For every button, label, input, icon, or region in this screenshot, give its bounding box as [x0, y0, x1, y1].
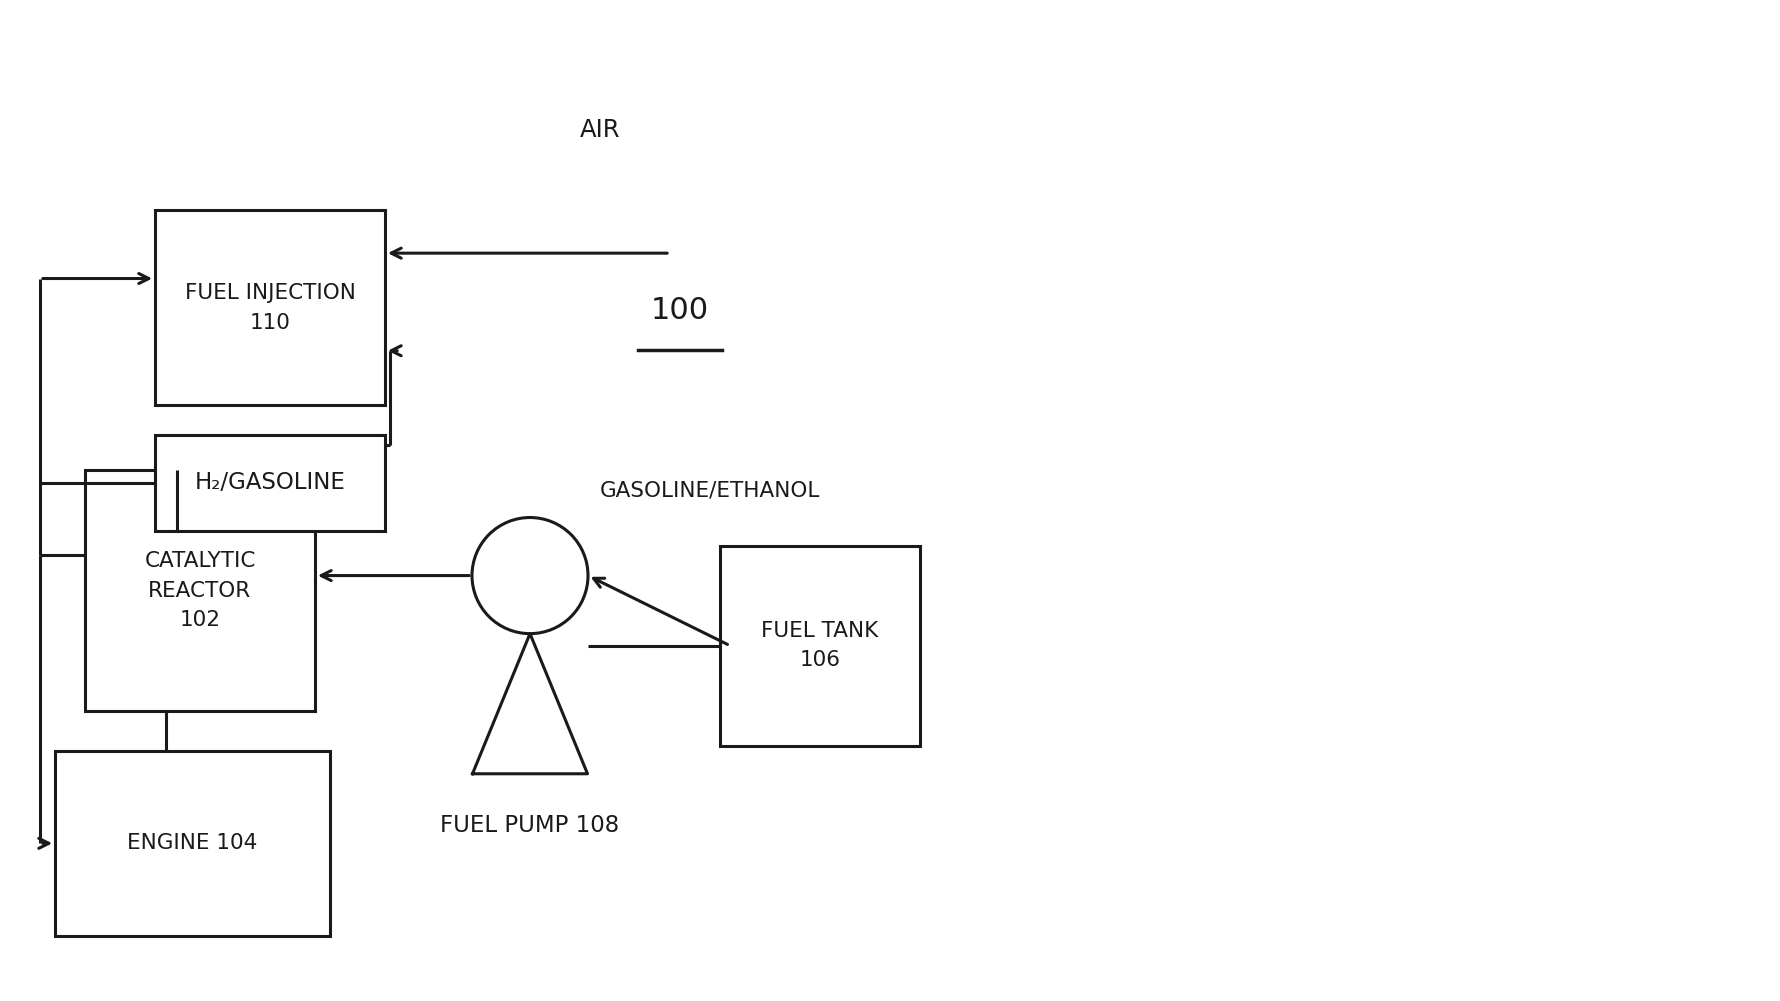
Text: GASOLINE/ETHANOL: GASOLINE/ETHANOL	[600, 480, 821, 500]
Bar	[55, 751, 329, 936]
Text: CATALYTIC
REACTOR
102: CATALYTIC REACTOR 102	[144, 551, 256, 631]
Text: AIR: AIR	[580, 118, 619, 142]
Text: FUEL TANK
106: FUEL TANK 106	[762, 621, 879, 671]
Bar	[85, 470, 315, 711]
Bar	[155, 435, 384, 531]
Circle shape	[472, 518, 587, 634]
Text: H₂/GASOLINE: H₂/GASOLINE	[194, 471, 345, 494]
Text: 100: 100	[651, 296, 708, 324]
Bar	[155, 210, 384, 405]
Text: ENGINE 104: ENGINE 104	[128, 834, 258, 853]
Text: FUEL PUMP 108: FUEL PUMP 108	[440, 815, 619, 837]
Bar	[719, 546, 920, 746]
Text: FUEL INJECTION
110: FUEL INJECTION 110	[185, 283, 356, 332]
